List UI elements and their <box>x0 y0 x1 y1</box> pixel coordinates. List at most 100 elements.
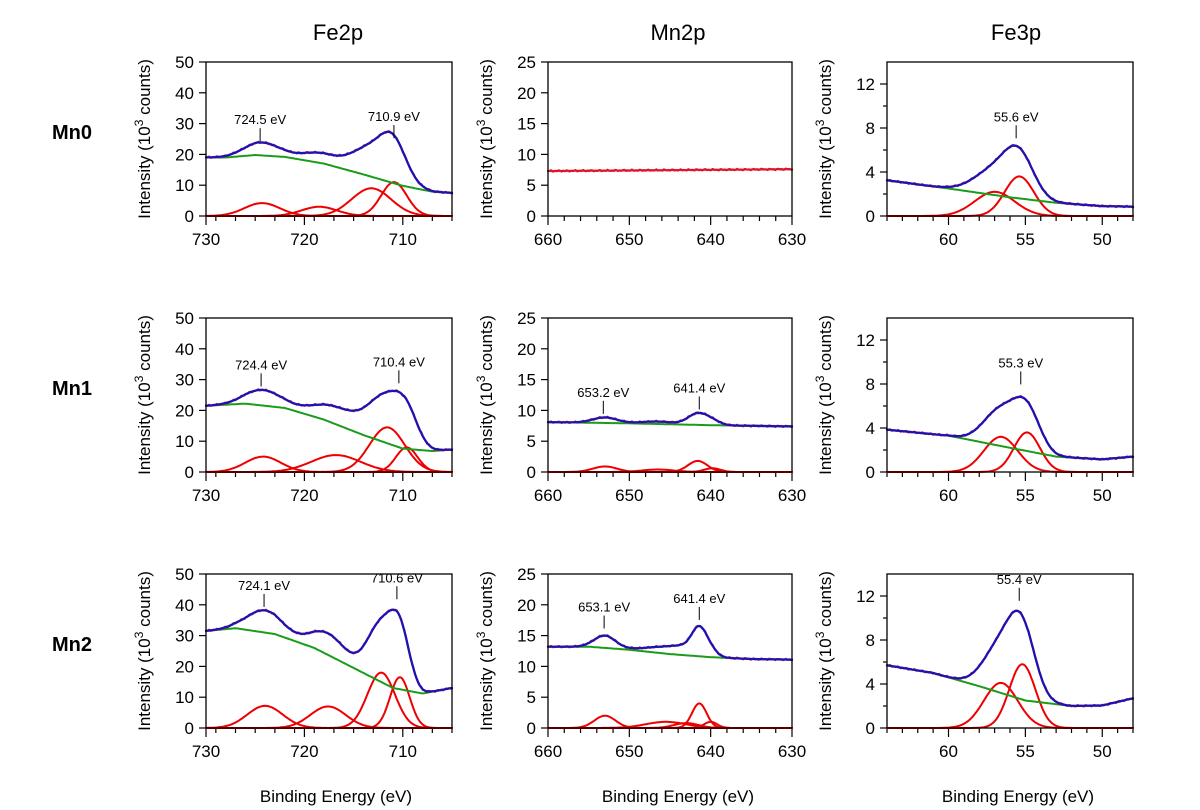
y-axis-label-text: Intensity (10 <box>477 638 496 731</box>
column-title-fe2p: Fe2p <box>313 20 363 45</box>
fit-envelope-curve <box>546 624 794 661</box>
y-tick-label: 0 <box>185 207 194 226</box>
y-tick-label: 20 <box>175 145 194 164</box>
x-tick-label: 50 <box>1093 742 1112 761</box>
y-axis-label-units: counts) <box>816 59 835 119</box>
y-axis-label-units: counts) <box>477 59 496 119</box>
component-peak <box>205 671 453 729</box>
plot-frame <box>547 573 793 729</box>
panel-fe2p-mn0: 0 10 20 30 40 50 730 720 710 724.5 eV 710.9 eV Inte… <box>132 53 454 249</box>
y-tick-label: 40 <box>175 596 194 615</box>
y-tick-label: 20 <box>517 340 536 359</box>
y-axis-label: Intensity (103 counts) <box>813 59 835 219</box>
y-tick-label: 30 <box>175 371 194 390</box>
measured-data-curve <box>885 395 1135 461</box>
y-tick-label: 40 <box>175 340 194 359</box>
x-tick-label: 660 <box>534 486 562 505</box>
y-tick-label: 0 <box>185 719 194 738</box>
y-tick-label: 10 <box>517 145 536 164</box>
component-peak <box>886 190 1134 217</box>
x-tick-label: 730 <box>192 486 220 505</box>
y-tick-label: 20 <box>517 596 536 615</box>
column-titles: Fe2p Mn2p Fe3p <box>313 20 1041 45</box>
y-axis-label-exponent: 3 <box>474 631 488 638</box>
background-curve <box>205 154 453 194</box>
fit-envelope-curve <box>885 144 1135 208</box>
column-title-fe3p: Fe3p <box>991 20 1041 45</box>
x-tick-label: 60 <box>939 230 958 249</box>
y-tick-label: 12 <box>856 587 875 606</box>
panel-fe2p-mn2: 0 10 20 30 40 50 730 720 710 724.1 eV 710.6 eV Inte… <box>132 565 454 761</box>
x-tick-label: 50 <box>1093 486 1112 505</box>
x-tick-label: 55 <box>1016 742 1035 761</box>
panel-fe3p-mn0: 0 4 8 12 60 55 50 55.6 eV Intensity (103 counts) <box>813 59 1135 249</box>
y-tick-label: 10 <box>517 657 536 676</box>
measured-data-curve <box>204 130 454 195</box>
measured-data-curve <box>885 609 1135 708</box>
fit-envelope-curve <box>204 388 454 451</box>
row-label-mn2: Mn2 <box>52 634 92 656</box>
peak-label: 55.4 eV <box>997 572 1042 587</box>
peak-label: 724.4 eV <box>235 357 287 372</box>
fit-envelope-curve <box>885 609 1135 707</box>
x-axis-label-fe3p: Binding Energy (eV) <box>942 787 1094 806</box>
peak-label: 55.3 eV <box>998 355 1043 370</box>
x-tick-label: 650 <box>615 742 643 761</box>
x-tick-label: 650 <box>615 230 643 249</box>
panel-mn2p-mn0: 0 5 10 15 20 25 660 650 640 630 Intensity (103 cou… <box>474 53 806 249</box>
y-axis-label: Intensity (103 counts) <box>813 315 835 475</box>
component-peak <box>205 187 453 217</box>
x-tick-label: 640 <box>696 742 724 761</box>
row-label-mn1: Mn1 <box>52 378 92 400</box>
x-tick-label: 640 <box>696 230 724 249</box>
y-tick-label: 15 <box>517 371 536 390</box>
panel-fe3p-mn1: 0 4 8 12 60 55 50 55.3 eV Intensity (103 counts) <box>813 315 1135 505</box>
x-tick-label: 710 <box>389 486 417 505</box>
y-tick-label: 5 <box>527 432 536 451</box>
y-tick-label: 0 <box>866 719 875 738</box>
fit-envelope-curve <box>204 130 454 194</box>
fit-envelope-curve <box>885 395 1135 461</box>
y-axis-label-text: Intensity (10 <box>816 382 835 475</box>
x-tick-label: 60 <box>939 742 958 761</box>
measured-data-curve <box>204 608 454 694</box>
peak-label: 710.9 eV <box>368 109 420 124</box>
y-tick-label: 0 <box>527 207 536 226</box>
y-axis-label-text: Intensity (10 <box>816 638 835 731</box>
y-axis-label: Intensity (103 counts) <box>132 59 154 219</box>
background-curve <box>205 627 453 695</box>
y-tick-label: 15 <box>517 627 536 646</box>
plot-frame <box>205 573 453 729</box>
x-tick-label: 630 <box>778 486 806 505</box>
component-peak <box>886 175 1134 217</box>
panel-fe3p-mn2: 0 4 8 12 60 55 50 55.4 eV Intensity (103 counts) <box>813 571 1135 761</box>
x-tick-label: 720 <box>290 742 318 761</box>
peak-label: 653.2 eV <box>577 385 629 400</box>
peak-label: 641.4 eV <box>673 591 725 606</box>
y-tick-label: 20 <box>175 401 194 420</box>
peak-label: 724.1 eV <box>238 578 290 593</box>
panel-fe2p-mn1: 0 10 20 30 40 50 730 720 710 724.4 eV 710.4 eV Inte… <box>132 309 454 505</box>
y-tick-label: 5 <box>527 688 536 707</box>
y-tick-label: 0 <box>527 463 536 482</box>
y-tick-label: 12 <box>856 331 875 350</box>
y-tick-label: 0 <box>185 463 194 482</box>
y-axis-label: Intensity (103 counts) <box>813 571 835 731</box>
y-tick-label: 20 <box>517 84 536 103</box>
measured-data-curve <box>546 167 794 173</box>
x-tick-label: 55 <box>1016 486 1035 505</box>
y-tick-label: 25 <box>517 309 536 328</box>
component-peak <box>886 431 1134 473</box>
peak-label: 710.6 eV <box>371 570 423 585</box>
component-peak <box>205 676 453 729</box>
y-axis-label-exponent: 3 <box>813 119 827 126</box>
fit-envelope-curve <box>546 411 794 428</box>
x-tick-label: 60 <box>939 486 958 505</box>
plot-frame <box>886 317 1134 473</box>
y-axis-label-exponent: 3 <box>474 375 488 382</box>
y-axis-label-exponent: 3 <box>132 631 146 638</box>
panel-mn2p-mn2: 0 5 10 15 20 25 660 650 640 630 653.1 eV 641.4 eV In… <box>474 565 806 761</box>
y-tick-label: 5 <box>527 176 536 195</box>
